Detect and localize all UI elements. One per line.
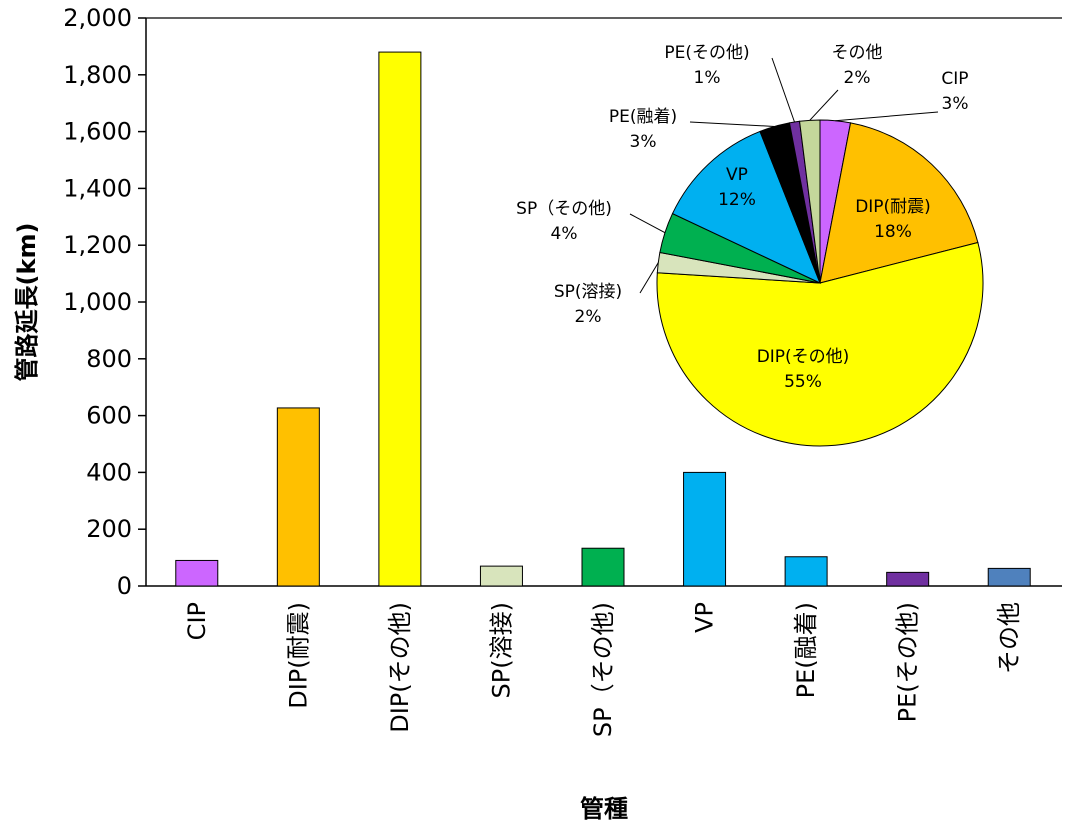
pie-leader-line	[689, 121, 775, 127]
x-tick-label: DIP(その他)	[386, 602, 414, 733]
y-tick-label: 1,200	[63, 231, 132, 259]
pie-slice	[819, 122, 979, 284]
pie-leader-line	[629, 213, 666, 234]
pie-slice-label: PE(その他)	[664, 43, 749, 63]
y-axis-title: 管路延長(km)	[13, 223, 41, 382]
y-tick-label: 2,000	[63, 4, 132, 32]
x-tick-label: SP（その他)	[589, 602, 617, 737]
x-axis-ticks: CIP DIP(耐震) DIP(その他) SP(溶接) SP（その他) VP PE(融着) P…	[183, 602, 1023, 737]
y-tick-label: 1,600	[63, 118, 132, 146]
pie-slice-percent: 3%	[942, 94, 969, 114]
bar	[683, 471, 727, 587]
pie-chart	[656, 119, 984, 447]
pie-slice-label: その他	[832, 43, 883, 63]
bar	[987, 567, 1031, 587]
pie-leader-line	[835, 111, 939, 122]
y-tick-label: 400	[86, 458, 132, 486]
pie-slice-percent: 2%	[575, 307, 602, 327]
bar	[581, 547, 625, 587]
y-tick-label: 600	[86, 402, 132, 430]
pie-slice-label: PE(融着)	[609, 107, 677, 127]
y-tick-label: 0	[117, 572, 132, 600]
pie-slice-percent: 3%	[630, 132, 657, 152]
bars	[175, 51, 1031, 587]
bar	[378, 51, 422, 587]
x-tick-label: PE(融着)	[792, 602, 820, 698]
pie-slice-percent: 2%	[844, 68, 871, 88]
pie-slice-percent: 55%	[784, 372, 822, 392]
pie-slice-label: SP（その他)	[516, 199, 612, 219]
pie-slice	[656, 241, 984, 447]
x-tick-label: その他	[995, 602, 1023, 674]
x-tick-label: VP	[691, 602, 719, 633]
pie-leader-line	[809, 89, 839, 121]
pie-slice	[671, 130, 821, 284]
pie-slice-percent: 4%	[551, 224, 578, 244]
pie-slice-label: CIP	[941, 69, 968, 89]
pie-slice-percent: 1%	[694, 68, 721, 88]
pie-slice-percent: 18%	[874, 222, 912, 242]
y-tick-label: 200	[86, 515, 132, 543]
y-tick-label: 1,400	[63, 174, 132, 202]
bar	[276, 407, 320, 587]
pie-slice-label: VP	[726, 165, 748, 185]
x-tick-label: CIP	[183, 602, 211, 640]
bar	[886, 571, 930, 587]
x-tick-label: SP(溶接)	[487, 602, 515, 698]
pie-slice-label: DIP(その他)	[757, 347, 850, 367]
y-axis-ticks: 0 200 400 600 800 1,000 1,200 1,400 1,600 1,800 2,…	[63, 4, 146, 600]
pie-leader-line	[639, 262, 659, 294]
bar	[784, 556, 828, 587]
x-tick-label: PE(その他)	[894, 602, 922, 722]
pie-leader-line	[771, 57, 795, 123]
x-tick-label: DIP(耐震)	[284, 602, 312, 709]
bar	[479, 565, 523, 587]
y-tick-label: 800	[86, 345, 132, 373]
bar	[175, 559, 219, 587]
pie-slice-percent: 12%	[718, 190, 756, 210]
pie-slice-label: SP(溶接)	[554, 282, 622, 302]
y-tick-label: 1,800	[63, 61, 132, 89]
pie-labels: CIP 3% DIP(耐震) 18% DIP(その他) 55% SP(溶接) 2% SP（その他…	[516, 43, 968, 392]
x-axis-title: 管種	[580, 795, 628, 823]
pie-slice-label: DIP(耐震)	[855, 197, 931, 217]
y-tick-label: 1,000	[63, 288, 132, 316]
